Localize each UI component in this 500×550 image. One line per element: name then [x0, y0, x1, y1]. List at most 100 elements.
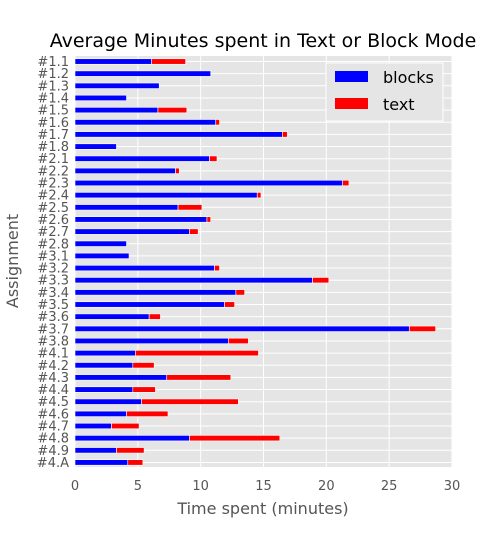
bar-text [209, 155, 218, 162]
bar-text [177, 204, 203, 211]
bar-text [132, 386, 156, 393]
bar-blocks [74, 325, 410, 332]
bar-text [214, 264, 220, 272]
bar-blocks [74, 422, 112, 430]
y-tick-label: #2.7 [37, 225, 69, 240]
bar-text [126, 410, 169, 417]
bar-text [206, 216, 212, 223]
bar-text [175, 167, 180, 174]
bar-blocks [74, 167, 176, 174]
bar-blocks [74, 410, 127, 417]
bar-blocks [74, 58, 152, 65]
bar-text [189, 228, 199, 235]
bar-blocks [74, 240, 127, 247]
bar-text [235, 289, 245, 296]
y-axis-title: Assignment [3, 214, 22, 308]
bar-blocks [74, 228, 190, 235]
bar-blocks [74, 119, 217, 126]
bar-text [111, 422, 140, 430]
bar-text [256, 192, 262, 199]
y-tick-label: #2.3 [37, 177, 69, 192]
bar-text [312, 277, 330, 284]
bar-text [408, 325, 436, 332]
x-tick-label: 30 [444, 479, 461, 494]
bar-text [151, 58, 186, 65]
y-tick-label: #1.5 [37, 104, 69, 119]
bar-blocks [74, 301, 225, 308]
bar-blocks [74, 313, 150, 320]
bar-blocks [74, 143, 117, 150]
y-tick-label: #4.7 [37, 420, 69, 435]
bar-blocks [74, 204, 179, 211]
bar-blocks [74, 350, 136, 357]
legend-swatch-text [335, 98, 368, 109]
y-tick-label: #4.5 [37, 395, 69, 410]
bar-text [132, 362, 155, 369]
legend: blocks text [325, 62, 444, 122]
bar-text [342, 179, 350, 187]
bar-blocks [74, 155, 210, 162]
y-tick-label: #1.3 [37, 79, 69, 94]
y-tick-label: #3.2 [37, 262, 69, 277]
bar-blocks [74, 264, 215, 272]
y-tick-label: #4.8 [37, 432, 69, 447]
bars-layer [74, 58, 436, 466]
y-tick-label: #4.9 [37, 444, 69, 459]
y-tick-label: #2.1 [37, 152, 69, 167]
bar-text [215, 119, 220, 126]
x-tick-label: 5 [134, 479, 142, 494]
bar-blocks [74, 252, 130, 259]
x-tick-label: 10 [192, 479, 209, 494]
y-tick-label: #3.1 [37, 249, 69, 264]
y-tick-label: #3.7 [37, 322, 69, 337]
legend-swatch-blocks [335, 71, 368, 82]
x-tick-label: 0 [71, 479, 79, 494]
bar-blocks [74, 289, 237, 296]
bar-text [127, 459, 144, 466]
y-tick-label: #4.4 [37, 383, 69, 398]
bar-blocks [74, 447, 117, 454]
y-tick-label: #1.6 [37, 116, 69, 131]
y-tick-label: #1.7 [37, 128, 69, 143]
y-tick-label: #1.4 [37, 91, 69, 106]
y-tick-label: #3.3 [37, 274, 69, 289]
y-ticks: #1.1#1.2#1.3#1.4#1.5#1.6#1.7#1.8#2.1#2.2… [37, 55, 69, 471]
x-ticks: 0 5 10 15 20 25 30 [71, 479, 460, 494]
y-tick-label: #2.8 [37, 237, 69, 252]
y-tick-label: #2.5 [37, 201, 69, 216]
bar-blocks [74, 398, 142, 405]
bar-blocks [74, 82, 160, 89]
bar-blocks [74, 459, 129, 466]
bar-blocks [74, 386, 134, 393]
x-tick-label: 25 [381, 479, 398, 494]
x-axis-title: Time spent (minutes) [176, 499, 348, 518]
bar-blocks [74, 179, 343, 187]
y-tick-label: #4.1 [37, 347, 69, 362]
bar-text [282, 131, 288, 138]
y-tick-label: #1.1 [37, 55, 69, 70]
y-tick-label: #3.5 [37, 298, 69, 313]
bar-blocks [74, 94, 127, 101]
bar-text [224, 301, 235, 308]
bar-blocks [74, 70, 212, 77]
legend-label-blocks: blocks [383, 68, 434, 87]
bar-blocks [74, 192, 258, 199]
bar-blocks [74, 277, 313, 284]
bar-text [228, 337, 249, 345]
bar-blocks [74, 216, 208, 223]
chart-title: Average Minutes spent in Text or Block M… [50, 30, 477, 52]
bar-blocks [74, 362, 134, 369]
bar-blocks [74, 435, 190, 442]
y-tick-label: #3.6 [37, 310, 69, 325]
y-tick-label: #4.3 [37, 371, 69, 386]
bar-text [141, 398, 239, 405]
y-tick-label: #4.A [37, 456, 69, 471]
legend-label-text: text [383, 95, 415, 114]
bar-blocks [74, 107, 159, 114]
y-tick-label: #4.2 [37, 359, 69, 374]
bar-blocks [74, 374, 168, 381]
bar-blocks [74, 337, 229, 345]
y-tick-label: #3.4 [37, 286, 69, 301]
